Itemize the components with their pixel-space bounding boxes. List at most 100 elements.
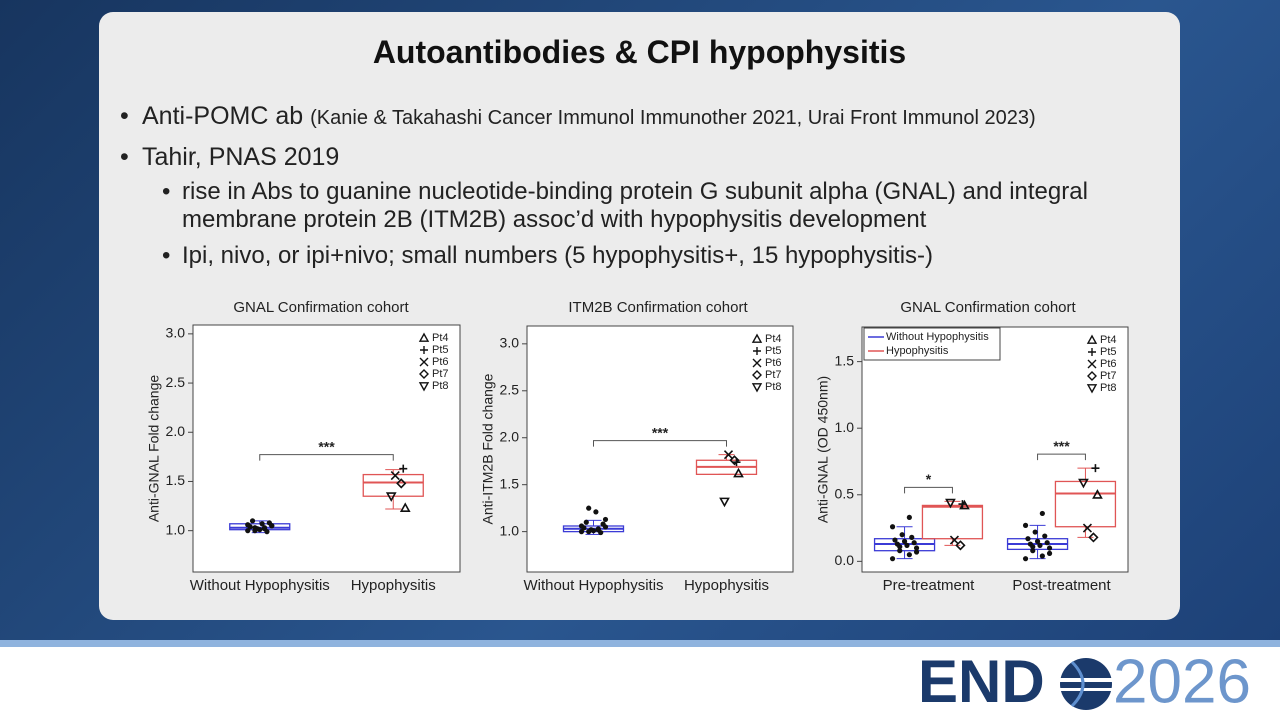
- bullet: Tahir, PNAS 2019: [120, 143, 339, 172]
- patient-marker: [958, 500, 967, 509]
- significance-label: *: [926, 471, 932, 487]
- data-point: [892, 537, 898, 543]
- logo-right: 2026: [1113, 647, 1251, 716]
- legend-symbol: [752, 370, 762, 380]
- y-tick-label: 3.0: [166, 325, 186, 341]
- y-tick-label: 1.5: [835, 352, 855, 368]
- data-point: [913, 545, 920, 551]
- x-tick-label: Without Hypophysitis: [523, 577, 663, 594]
- x-tick-label: Without Hypophysitis: [190, 577, 330, 594]
- significance-bracket: [1037, 453, 1086, 461]
- data-point: [264, 529, 270, 535]
- data-point: [578, 523, 585, 529]
- data-point: [904, 542, 910, 548]
- data-point: [889, 556, 896, 562]
- significance-label: ***: [652, 424, 669, 440]
- data-point: [586, 529, 592, 535]
- legend-label: Hypophysitis: [886, 345, 949, 357]
- data-point: [252, 528, 258, 534]
- y-axis-label: Anti-GNAL (OD 450nm): [815, 376, 831, 523]
- data-point: [1039, 510, 1045, 517]
- data-point: [1046, 545, 1053, 551]
- legend-symbol: [1088, 348, 1096, 356]
- sub-bullet: Ipi, nivo, or ipi+nivo; small numbers (5…: [162, 242, 1122, 270]
- y-tick-label: 1.0: [835, 419, 855, 435]
- data-point: [602, 516, 609, 523]
- patient-marker: [1092, 489, 1103, 499]
- legend-label: Pt4: [765, 333, 782, 345]
- y-tick-label: 2.0: [166, 423, 186, 439]
- y-tick-label: 3.0: [500, 335, 520, 351]
- data-point: [598, 529, 604, 536]
- data-point: [906, 552, 912, 558]
- patient-marker: [733, 467, 744, 478]
- data-point: [897, 544, 903, 550]
- y-tick-label: 2.5: [166, 374, 186, 390]
- legend-label: Pt8: [765, 381, 782, 393]
- footer-stripe: [0, 640, 1280, 647]
- legend-label: Pt7: [1100, 370, 1117, 382]
- chart-title: GNAL Confirmation cohort: [233, 299, 409, 316]
- data-point: [1044, 540, 1050, 546]
- legend-symbol: [1087, 371, 1097, 381]
- legend-label: Pt5: [765, 345, 782, 357]
- patient-marker: [729, 455, 740, 466]
- legend-symbol: [753, 347, 761, 355]
- data-point: [889, 524, 896, 530]
- data-point: [1030, 544, 1036, 550]
- patient-marker: [396, 478, 407, 489]
- data-point: [1046, 550, 1053, 556]
- data-point: [249, 518, 256, 524]
- data-point: [906, 514, 912, 521]
- patient-marker: [399, 464, 408, 473]
- y-tick-label: 2.0: [500, 428, 520, 444]
- significance-bracket: [259, 454, 394, 461]
- data-point: [595, 526, 601, 532]
- data-point: [245, 522, 251, 528]
- y-tick-label: 2.5: [500, 381, 520, 397]
- legend-symbol: [420, 346, 428, 354]
- data-point: [1025, 536, 1031, 542]
- legend-label: Pt4: [432, 332, 449, 344]
- data-point: [578, 529, 585, 535]
- logo-left: END: [918, 648, 1045, 715]
- patient-marker: [1088, 532, 1099, 543]
- legend-symbol: [419, 357, 429, 367]
- data-point: [1022, 556, 1029, 562]
- data-point: [909, 534, 915, 540]
- legend-symbol: [419, 369, 429, 379]
- data-point: [1042, 533, 1048, 539]
- citation: (Kanie & Takahashi Cancer Immunol Immuno…: [310, 107, 1036, 129]
- significance-bracket: [904, 486, 953, 494]
- logo-globe: [1058, 658, 1114, 710]
- legend-symbol: [1086, 384, 1098, 394]
- legend-symbol: [1086, 334, 1098, 344]
- y-tick-label: 1.5: [166, 472, 186, 488]
- data-point: [1034, 538, 1041, 544]
- plot-frame: [526, 325, 794, 573]
- patient-marker: [385, 492, 397, 502]
- y-axis-label: Anti-ITM2B Fold change: [480, 373, 496, 524]
- patient-marker: [955, 540, 966, 551]
- sub-bullet-text: Ipi, nivo, or ipi+nivo; small numbers (5…: [182, 242, 934, 269]
- data-point: [593, 509, 599, 515]
- legend-label: Pt5: [1100, 346, 1117, 358]
- data-point: [583, 519, 589, 525]
- legend-label: Pt6: [765, 357, 782, 369]
- data-point: [600, 521, 606, 527]
- data-point: [1037, 542, 1043, 548]
- legend-label: Pt5: [432, 344, 449, 356]
- significance-label: ***: [1053, 438, 1070, 454]
- legend-label: Pt7: [765, 369, 782, 381]
- legend-label: Without Hypophysitis: [886, 331, 989, 343]
- patient-marker: [1082, 523, 1093, 533]
- bullet-text: Tahir, PNAS 2019: [142, 143, 340, 171]
- legend-box: [863, 327, 1001, 361]
- legend-label: Pt6: [432, 356, 449, 368]
- patient-marker: [719, 497, 730, 508]
- y-tick-label: 0.5: [835, 485, 855, 501]
- data-point: [901, 538, 908, 544]
- legend-label: Pt8: [432, 380, 449, 392]
- data-point: [897, 548, 903, 554]
